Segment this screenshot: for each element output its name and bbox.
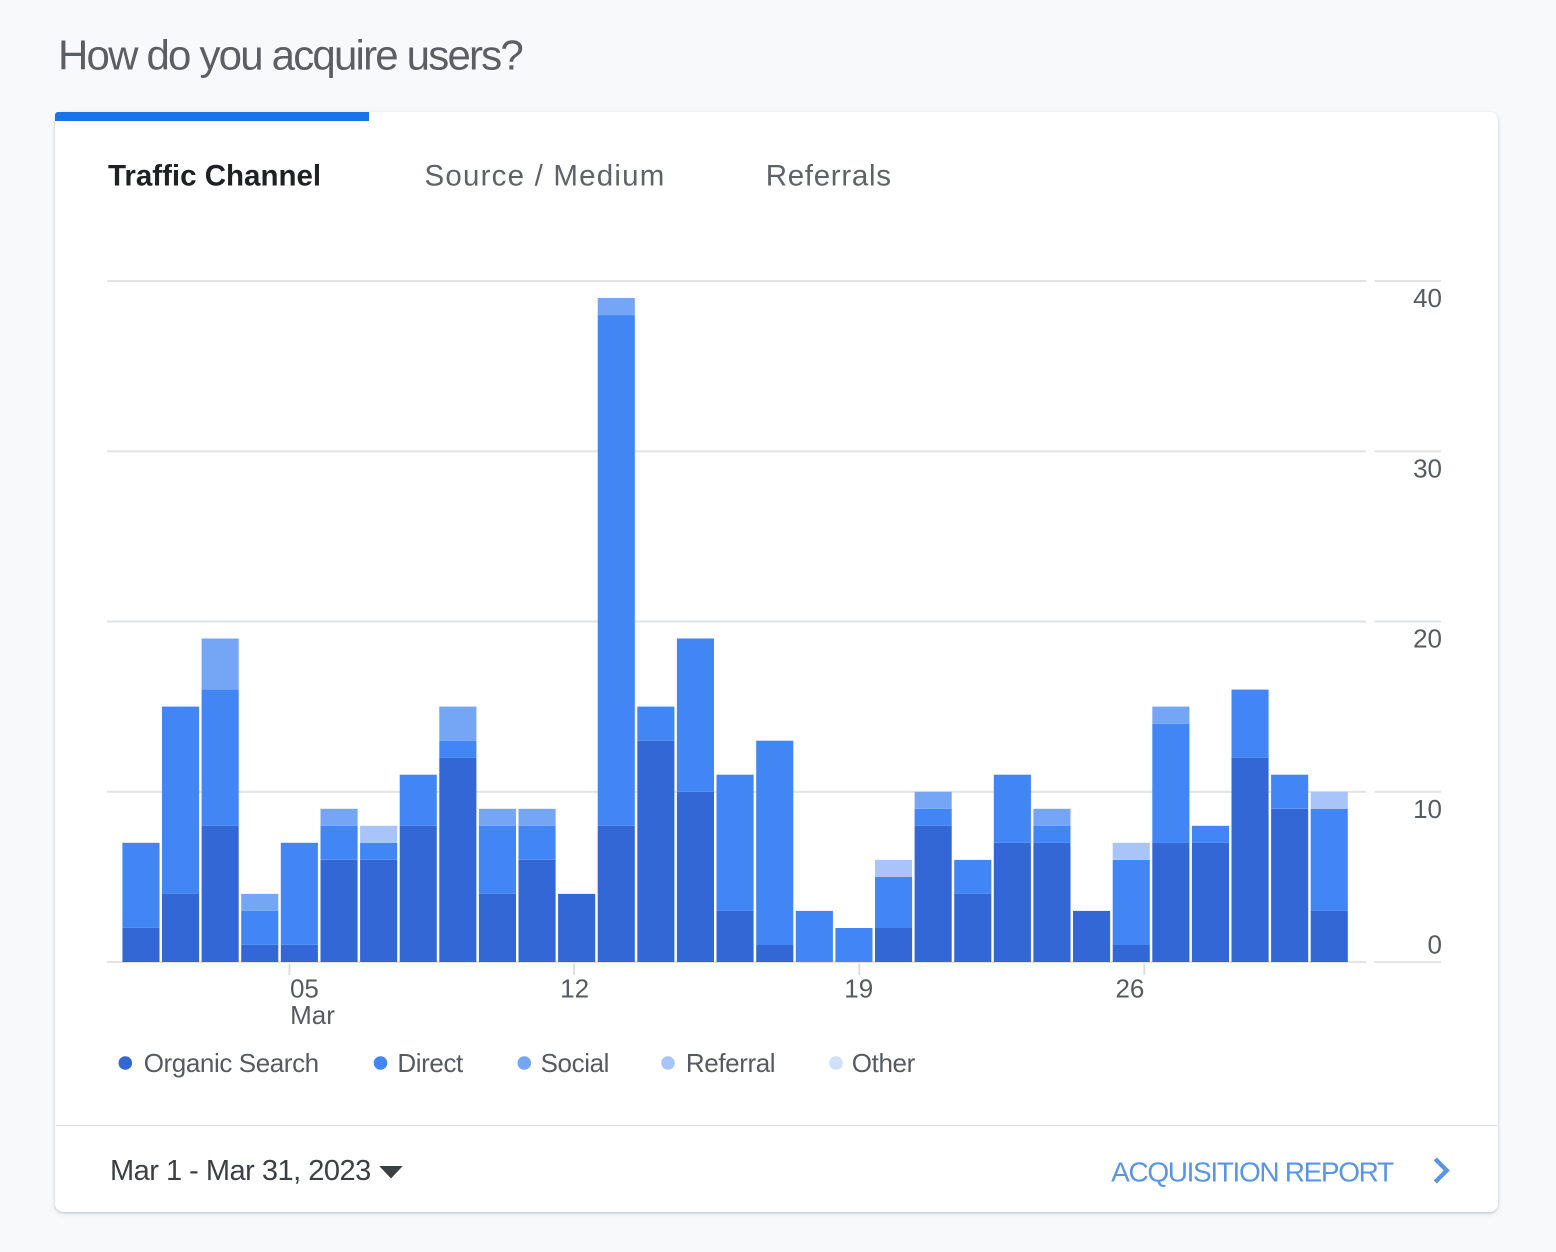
svg-text:Direct: Direct (397, 1048, 464, 1078)
svg-text:Social: Social (541, 1048, 609, 1078)
svg-text:19: 19 (844, 974, 873, 1004)
svg-text:05: 05 (290, 974, 319, 1004)
svg-text:Traffic Channel: Traffic Channel (108, 160, 321, 193)
svg-text:Organic Search: Organic Search (144, 1048, 319, 1078)
svg-text:12: 12 (560, 974, 589, 1004)
svg-text:26: 26 (1115, 974, 1144, 1004)
svg-text:30: 30 (1413, 453, 1442, 483)
svg-text:Referrals: Referrals (766, 160, 892, 193)
svg-text:0: 0 (1428, 930, 1442, 960)
svg-text:20: 20 (1413, 624, 1442, 654)
svg-text:Source / Medium: Source / Medium (425, 160, 666, 193)
svg-text:40: 40 (1413, 283, 1442, 313)
svg-text:Mar: Mar (290, 1000, 335, 1030)
svg-text:Mar 1 - Mar 31, 2023: Mar 1 - Mar 31, 2023 (110, 1155, 371, 1187)
svg-text:How do you acquire users?: How do you acquire users? (58, 32, 522, 79)
svg-text:ACQUISITION REPORT: ACQUISITION REPORT (1111, 1157, 1394, 1188)
svg-text:10: 10 (1413, 794, 1442, 824)
svg-text:Referral: Referral (686, 1048, 775, 1078)
svg-text:Other: Other (852, 1048, 916, 1078)
